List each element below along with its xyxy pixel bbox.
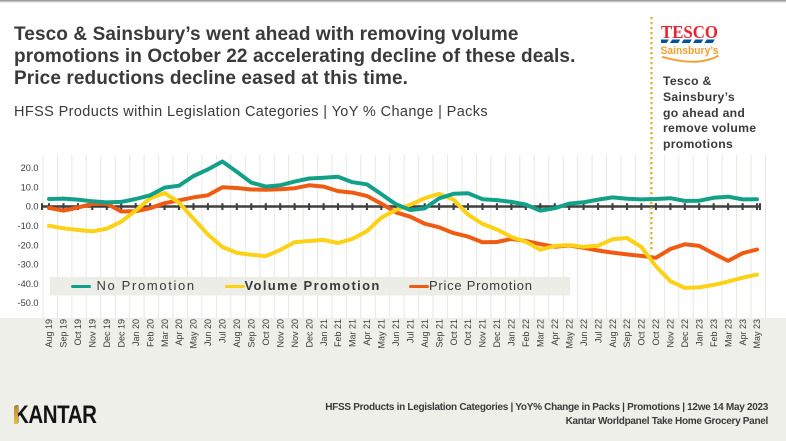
svg-text:Oct 22: Oct 22 (651, 319, 661, 346)
svg-text:Dec 19: Dec 19 (117, 319, 127, 348)
svg-text:Dec 19: Dec 19 (102, 319, 112, 348)
svg-text:Jan 23: Jan 23 (695, 319, 705, 346)
svg-text:Apr 21: Apr 21 (362, 319, 372, 346)
svg-text:Jan 22: Jan 22 (507, 319, 517, 346)
svg-text:0.0: 0.0 (26, 202, 39, 212)
svg-text:Feb 20: Feb 20 (145, 319, 155, 347)
svg-text:May 20: May 20 (189, 319, 199, 349)
svg-text:Mar 20: Mar 20 (160, 319, 170, 347)
svg-text:-50.0: -50.0 (18, 298, 39, 308)
svg-text:TESCO: TESCO (661, 24, 718, 42)
svg-text:Oct 21: Oct 21 (463, 319, 473, 346)
svg-text:Nov 21: Nov 21 (478, 319, 488, 348)
svg-text:-40.0: -40.0 (18, 279, 39, 289)
svg-text:Oct 22: Oct 22 (637, 319, 647, 346)
svg-text:Nov 20: Nov 20 (275, 319, 285, 348)
svg-text:Mar 23: Mar 23 (723, 319, 733, 347)
svg-text:Sep 19: Sep 19 (59, 319, 69, 348)
svg-text:Nov 20: Nov 20 (290, 319, 300, 348)
svg-text:Apr 23: Apr 23 (738, 319, 748, 346)
svg-text:Feb 21: Feb 21 (333, 319, 343, 347)
svg-text:Oct 21: Oct 21 (449, 319, 459, 346)
svg-text:-20.0: -20.0 (18, 240, 39, 250)
svg-text:Nov 22: Nov 22 (666, 319, 676, 348)
svg-text:Sep 22: Sep 22 (622, 319, 632, 348)
svg-text:-10.0: -10.0 (18, 221, 39, 231)
svg-text:Jan 21: Jan 21 (319, 319, 329, 346)
svg-text:20.0: 20.0 (21, 163, 39, 173)
svg-text:Aug 20: Aug 20 (232, 319, 242, 348)
svg-text:Mar 22: Mar 22 (536, 319, 546, 347)
svg-text:Aug 22: Aug 22 (608, 319, 618, 348)
svg-text:Jul 21: Jul 21 (405, 319, 415, 343)
svg-text:Jun 21: Jun 21 (391, 319, 401, 346)
svg-text:Apr 20: Apr 20 (174, 319, 184, 346)
svg-text:Sep 21: Sep 21 (434, 319, 444, 348)
svg-text:Sep 20: Sep 20 (247, 319, 257, 348)
svg-text:Jul 20: Jul 20 (218, 319, 228, 343)
svg-text:Feb 23: Feb 23 (709, 319, 719, 347)
svg-text:Jan 20: Jan 20 (131, 319, 141, 346)
svg-text:Jul 22: Jul 22 (593, 319, 603, 343)
svg-text:Dec 22: Dec 22 (680, 319, 690, 348)
svg-text:-30.0: -30.0 (18, 260, 39, 270)
svg-text:Oct 20: Oct 20 (261, 319, 271, 346)
svg-text:Oct 19: Oct 19 (73, 319, 83, 346)
svg-text:Nov 19: Nov 19 (88, 319, 98, 348)
svg-text:May 23: May 23 (752, 319, 762, 349)
svg-text:Jun 22: Jun 22 (579, 319, 589, 346)
svg-text:10.0: 10.0 (21, 182, 39, 192)
svg-text:Mar 21: Mar 21 (348, 319, 358, 347)
svg-text:May 22: May 22 (564, 319, 574, 349)
svg-text:Feb 22: Feb 22 (521, 319, 531, 347)
svg-text:Dec 20: Dec 20 (304, 319, 314, 348)
svg-text:May 21: May 21 (377, 319, 387, 349)
svg-text:Dec 21: Dec 21 (492, 319, 502, 348)
svg-text:Aug 21: Aug 21 (420, 319, 430, 348)
svg-text:Jun 20: Jun 20 (203, 319, 213, 346)
svg-text:Aug 19: Aug 19 (44, 319, 54, 348)
svg-text:Apr 22: Apr 22 (550, 319, 560, 346)
svg-text:Sainsbury’s: Sainsbury’s (661, 45, 719, 57)
